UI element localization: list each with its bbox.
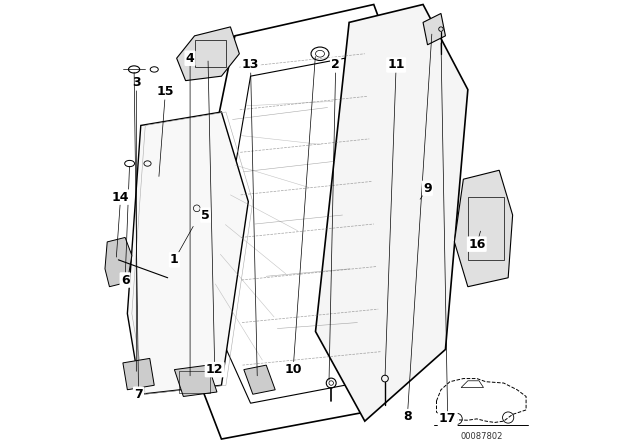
Bar <box>195 40 226 67</box>
Text: 16: 16 <box>468 237 486 251</box>
Text: 2: 2 <box>332 58 340 72</box>
Text: 5: 5 <box>202 208 210 222</box>
Text: 00087802: 00087802 <box>460 432 502 441</box>
Text: 12: 12 <box>206 363 223 376</box>
Polygon shape <box>127 112 248 394</box>
Polygon shape <box>423 13 445 45</box>
Polygon shape <box>105 237 132 287</box>
Polygon shape <box>177 27 239 81</box>
Text: 17: 17 <box>439 412 456 426</box>
Polygon shape <box>244 365 275 394</box>
Text: 15: 15 <box>157 85 174 99</box>
Text: 6: 6 <box>121 273 129 287</box>
Polygon shape <box>174 365 217 396</box>
Bar <box>179 371 210 393</box>
Text: 4: 4 <box>186 52 195 65</box>
Text: 11: 11 <box>387 58 405 72</box>
Text: 14: 14 <box>112 190 129 204</box>
Text: 3: 3 <box>132 76 141 90</box>
Polygon shape <box>123 358 154 390</box>
Polygon shape <box>454 170 513 287</box>
Bar <box>468 197 504 260</box>
Polygon shape <box>316 4 468 421</box>
Text: 13: 13 <box>242 58 259 72</box>
Text: 1: 1 <box>170 253 179 267</box>
Text: 8: 8 <box>403 410 412 423</box>
Text: 7: 7 <box>134 388 143 401</box>
Text: 10: 10 <box>284 363 302 376</box>
Text: 9: 9 <box>423 181 432 195</box>
